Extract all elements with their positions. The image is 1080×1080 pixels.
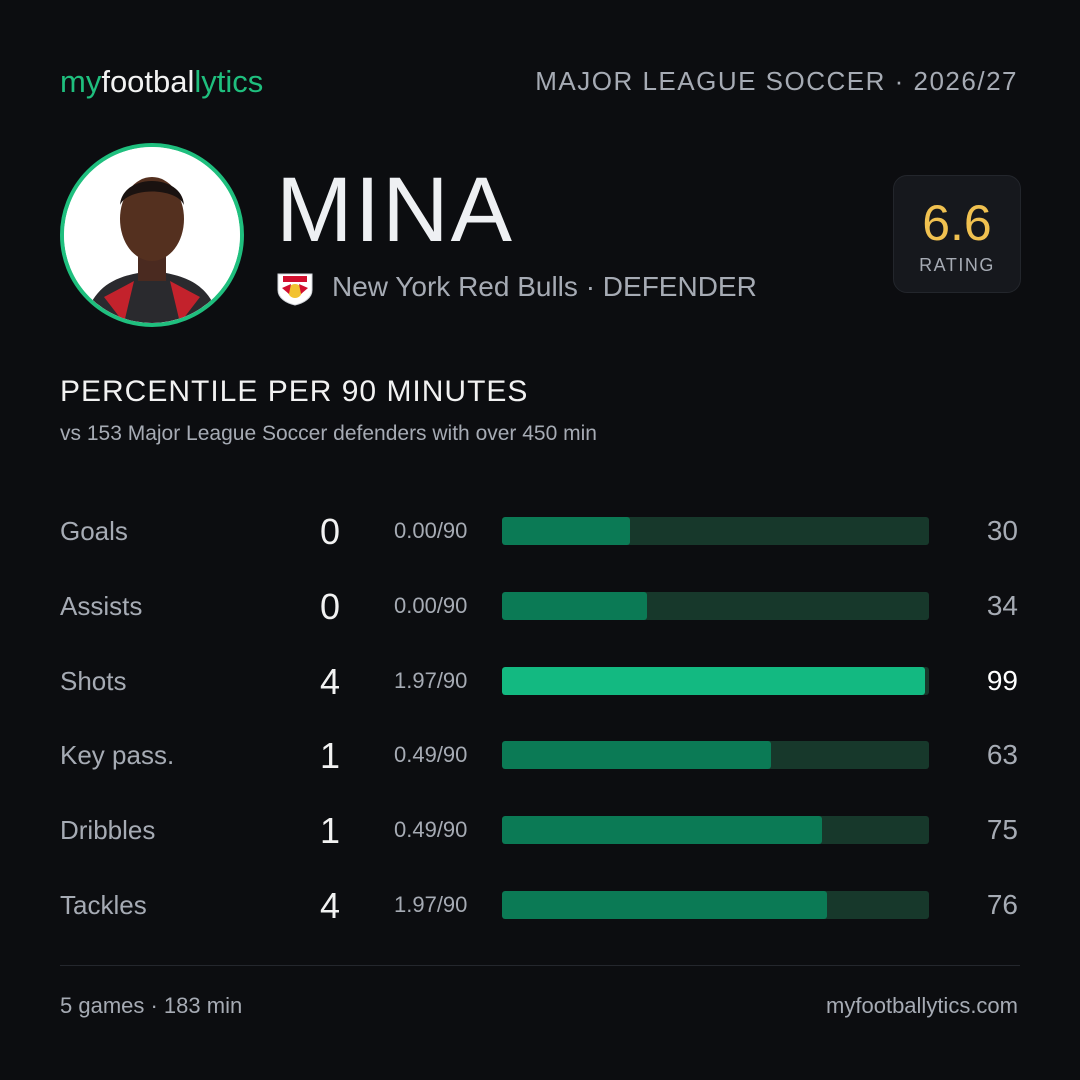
- stat-total: 1: [319, 810, 341, 852]
- footer-summary: 5 games · 183 min: [60, 993, 243, 1018]
- stat-label: Goals: [60, 516, 128, 546]
- photo-art: [64, 147, 240, 323]
- percentile: 63: [986, 739, 1018, 771]
- bar: [502, 741, 771, 770]
- per90: 0.49/90: [394, 742, 468, 768]
- team: New York Red Bulls: [332, 271, 578, 302]
- stat-label: Dribbles: [60, 815, 156, 846]
- stat-total: 0: [319, 511, 341, 552]
- bar: [502, 816, 823, 845]
- rating: 6.6: [922, 195, 992, 251]
- per90: 0.00/90: [394, 592, 468, 618]
- team-logo: [274, 270, 316, 311]
- bar: [502, 666, 925, 695]
- per90: 0.00/90: [394, 518, 468, 543]
- brand: myfootballytics: [60, 64, 263, 100]
- bar-track: [502, 666, 929, 695]
- bar: [502, 517, 631, 545]
- per90: 1.97/90: [394, 892, 468, 917]
- stat-label: Key pass.: [60, 740, 175, 771]
- chart-title: PERCENTILE PER 90 MINUTES: [60, 375, 529, 408]
- percentile: 76: [986, 889, 1018, 920]
- brand-part: my: [60, 64, 102, 99]
- stat-label: Shots: [60, 665, 127, 696]
- percentile: 99: [986, 664, 1018, 696]
- position: DEFENDER: [602, 271, 757, 302]
- team-line: New York Red Bulls · DEFENDER: [332, 271, 757, 303]
- bar-track: [502, 517, 929, 545]
- bar-track: [502, 741, 929, 770]
- player-photo: [60, 143, 244, 327]
- footer-site: myfootballytics.com: [826, 993, 1018, 1018]
- stat-total: 0: [319, 585, 341, 627]
- rating-box: 6.6 RATING: [893, 175, 1021, 293]
- stat-total: 4: [319, 660, 341, 702]
- percentile: 75: [986, 814, 1018, 846]
- stat-total: 4: [319, 885, 341, 926]
- brand-part: footbal: [101, 64, 195, 99]
- percentile: 30: [986, 515, 1018, 546]
- logo-art: [277, 273, 313, 306]
- stat-label: Tackles: [60, 890, 147, 920]
- divider: [60, 965, 1020, 966]
- rating-label: RATING: [919, 255, 995, 275]
- bar-track: [502, 591, 929, 620]
- bar-track: [502, 891, 929, 919]
- player-name: MINA: [276, 159, 514, 261]
- per90: 1.97/90: [394, 667, 468, 693]
- stat-label: Assists: [60, 590, 143, 621]
- percentile: 34: [986, 589, 1018, 621]
- bar: [502, 891, 827, 919]
- bar-track: [502, 816, 929, 845]
- stat-total: 1: [319, 735, 341, 777]
- bar: [502, 591, 648, 620]
- separator: ·: [585, 271, 596, 302]
- league: MAJOR LEAGUE SOCCER · 2026/27: [535, 66, 1018, 96]
- brand-part: lytics: [194, 64, 264, 99]
- chart-subtitle: vs 153 Major League Soccer defenders wit…: [60, 422, 597, 445]
- per90: 0.49/90: [394, 817, 468, 843]
